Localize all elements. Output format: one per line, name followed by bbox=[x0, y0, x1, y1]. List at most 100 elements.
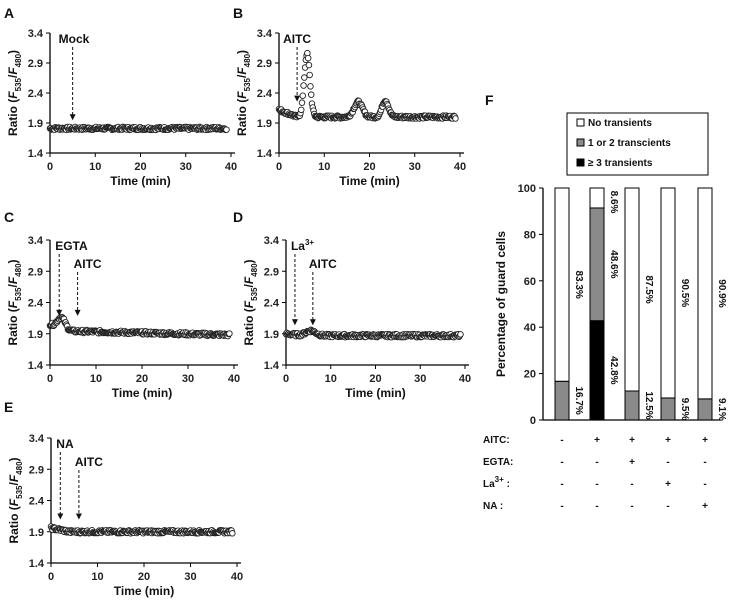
y-tick-label-c: 2.4 bbox=[28, 298, 44, 310]
y-axis-title-f: Percentage of guard cells bbox=[494, 231, 508, 377]
legend-swatch-1 bbox=[576, 138, 585, 147]
x-tick-label-d: 0 bbox=[283, 373, 289, 385]
x-axis-title-a: Time (min) bbox=[110, 174, 170, 188]
y-tick-label-a: 2.9 bbox=[28, 58, 43, 70]
bar-label-one_two-2: 12.5% bbox=[643, 391, 654, 419]
condition-value-2-3: + bbox=[665, 479, 671, 490]
y-tick-label-f: 60 bbox=[524, 276, 536, 288]
trace-point-b bbox=[304, 54, 312, 62]
trace-e bbox=[47, 523, 236, 537]
legend-box bbox=[566, 112, 709, 176]
bar-none-3 bbox=[660, 187, 676, 399]
condition-value-2-0: - bbox=[560, 479, 563, 490]
trace-point-b bbox=[306, 71, 313, 79]
condition-value-1-2: + bbox=[629, 457, 635, 468]
y-axis-title-c: Ratio (F535/F480) bbox=[6, 259, 23, 345]
y-axis-title-b: Ratio (F535/F480) bbox=[235, 50, 252, 136]
x-tick-label-b: 20 bbox=[363, 161, 375, 173]
trace-point-d bbox=[457, 331, 464, 338]
legend-swatch-0 bbox=[576, 118, 585, 127]
y-tick-label-f: 40 bbox=[524, 322, 536, 334]
x-tick-label-c: 20 bbox=[136, 373, 148, 385]
bar-label-none-4: 90.9% bbox=[716, 279, 727, 307]
bar-one_two-1 bbox=[589, 207, 605, 322]
trace-point-b bbox=[307, 83, 314, 90]
bar-one_two-3 bbox=[660, 397, 676, 421]
panel-label-c: C bbox=[4, 209, 14, 225]
x-tick-label-d: 10 bbox=[325, 373, 337, 385]
bar-label-one_two-4: 9.1% bbox=[716, 398, 727, 421]
bar-none-0 bbox=[554, 187, 570, 382]
x-tick-label-e: 30 bbox=[184, 571, 196, 583]
trace-point-b bbox=[298, 99, 306, 106]
trace-d bbox=[282, 326, 464, 341]
bar-label-three-1: 42.8% bbox=[608, 356, 619, 384]
bar-label-none-1: 8.6% bbox=[608, 191, 619, 214]
y-tick-label-e: 3.4 bbox=[29, 433, 45, 445]
bar-label-one_two-0: 16.7% bbox=[573, 386, 584, 414]
x-axis-title-c: Time (min) bbox=[112, 386, 172, 400]
y-tick-label-a: 1.4 bbox=[28, 148, 44, 160]
x-tick-label-e: 20 bbox=[138, 571, 150, 583]
x-tick-label-e: 10 bbox=[91, 571, 103, 583]
y-tick-label-b: 2.4 bbox=[257, 88, 273, 100]
annotation-a-0: Mock bbox=[59, 32, 90, 46]
condition-value-3-2: - bbox=[630, 501, 633, 512]
y-tick-label-a: 3.4 bbox=[28, 28, 44, 40]
x-axis-title-e: Time (min) bbox=[114, 584, 174, 598]
y-tick-label-e: 2.4 bbox=[29, 496, 45, 508]
x-tick-label-a: 40 bbox=[225, 161, 237, 173]
arrowhead-c-0 bbox=[56, 309, 63, 316]
y-axis-title-d: Ratio (F535/F480) bbox=[242, 259, 259, 345]
y-tick-label-d: 2.4 bbox=[264, 298, 280, 310]
y-tick-label-f: 0 bbox=[530, 415, 536, 427]
condition-value-3-1: - bbox=[595, 501, 598, 512]
arrowhead-d-1 bbox=[309, 319, 316, 326]
x-tick-label-b: 40 bbox=[454, 161, 466, 173]
y-tick-label-e: 1.4 bbox=[29, 558, 45, 570]
x-tick-label-a: 10 bbox=[89, 161, 101, 173]
y-tick-label-e: 1.9 bbox=[29, 527, 44, 539]
y-tick-label-b: 3.4 bbox=[257, 28, 273, 40]
trace-b bbox=[275, 49, 459, 122]
condition-value-0-0: - bbox=[560, 435, 563, 446]
x-tick-label-a: 20 bbox=[134, 161, 146, 173]
bar-three-1 bbox=[589, 320, 605, 421]
condition-value-0-4: + bbox=[702, 435, 708, 446]
condition-value-3-0: - bbox=[560, 501, 563, 512]
bar-none-1 bbox=[589, 187, 605, 209]
x-tick-label-d: 20 bbox=[369, 373, 381, 385]
condition-label-0: AITC: bbox=[483, 435, 510, 446]
y-tick-label-c: 2.9 bbox=[28, 266, 43, 278]
x-axis-title-d: Time (min) bbox=[345, 386, 405, 400]
condition-value-0-2: + bbox=[629, 435, 635, 446]
panel-label-f: F bbox=[485, 92, 494, 108]
condition-value-0-1: + bbox=[594, 435, 600, 446]
y-tick-label-b: 1.9 bbox=[257, 118, 272, 130]
y-axis-title-e: Ratio (F535/F480) bbox=[7, 457, 24, 543]
trace-point-a bbox=[223, 126, 230, 133]
y-tick-label-f: 100 bbox=[518, 183, 536, 195]
arrowhead-e-1 bbox=[75, 513, 82, 520]
trace-a bbox=[46, 123, 230, 134]
trace-point-b bbox=[307, 91, 315, 98]
annotation-b-0: AITC bbox=[283, 32, 311, 46]
legend-label-2: ≥ 3 transients bbox=[588, 158, 653, 169]
panel-label-d: D bbox=[233, 209, 243, 225]
y-axis-title-a: Ratio (F535/F480) bbox=[6, 50, 23, 136]
x-axis-title-b: Time (min) bbox=[339, 174, 399, 188]
condition-value-1-4: - bbox=[703, 457, 706, 468]
condition-value-1-0: - bbox=[560, 457, 563, 468]
panel-label-b: B bbox=[233, 5, 243, 21]
x-tick-label-a: 0 bbox=[47, 161, 53, 173]
bar-label-none-2: 87.5% bbox=[643, 275, 654, 303]
annotation-e-0: NA bbox=[56, 437, 74, 451]
legend-swatch-2 bbox=[576, 158, 585, 167]
y-tick-label-b: 2.9 bbox=[257, 58, 272, 70]
trace-c bbox=[46, 313, 233, 340]
y-tick-label-d: 3.4 bbox=[264, 235, 280, 247]
panel-label-a: A bbox=[4, 5, 14, 21]
x-tick-label-c: 40 bbox=[228, 373, 240, 385]
panel-label-e: E bbox=[4, 399, 13, 415]
